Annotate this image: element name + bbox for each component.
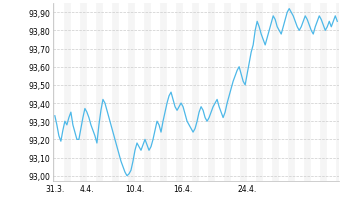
Bar <box>231 4 239 181</box>
Bar <box>247 4 255 181</box>
Bar <box>263 4 271 181</box>
Bar <box>135 4 143 181</box>
Bar <box>199 4 207 181</box>
Bar <box>295 4 303 181</box>
Bar <box>327 4 335 181</box>
Bar <box>87 4 95 181</box>
Bar <box>55 4 63 181</box>
Bar <box>167 4 175 181</box>
Bar <box>311 4 319 181</box>
Bar <box>279 4 287 181</box>
Bar <box>103 4 111 181</box>
Bar <box>183 4 191 181</box>
Bar <box>71 4 79 181</box>
Bar <box>215 4 223 181</box>
Bar <box>119 4 127 181</box>
Bar <box>151 4 159 181</box>
